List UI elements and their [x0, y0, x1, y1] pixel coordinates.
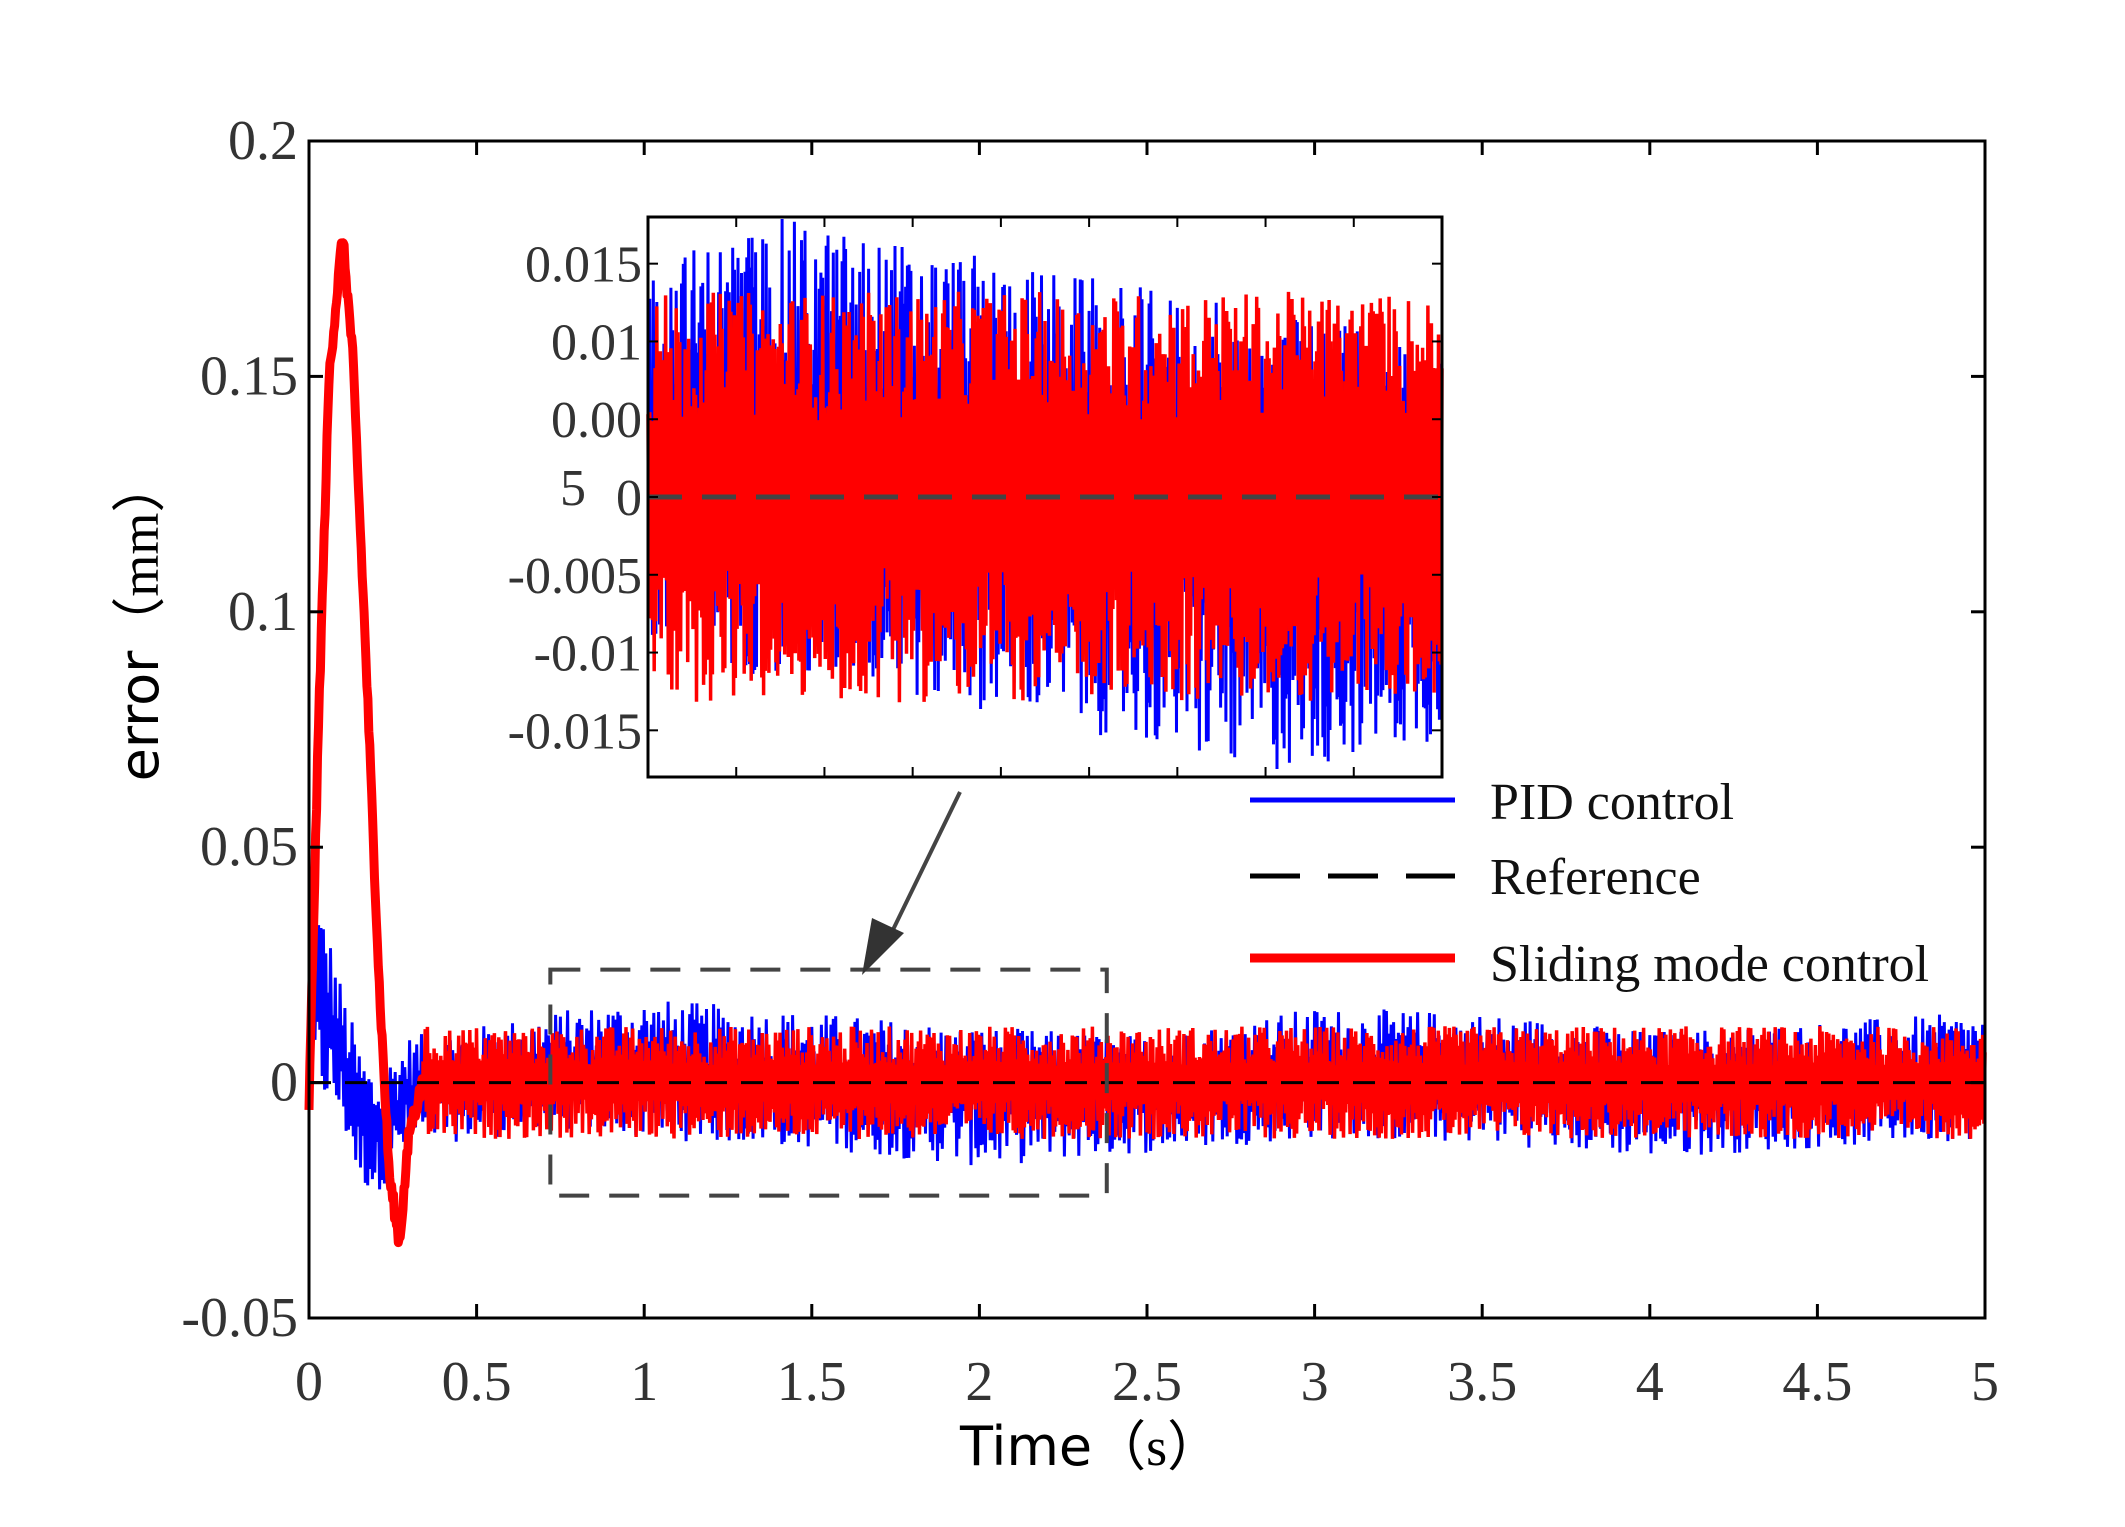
x-tick-label: 2.5 [1112, 1351, 1182, 1413]
inset-y-tick-label: -0.01 [534, 626, 642, 683]
series-line-smc [307, 237, 1987, 1243]
inset-y-tick-label: 0.00 [551, 392, 642, 449]
main-plot: 0 0.5 1 1.5 2 2.5 3 3.5 4 4.5 5 -0.0500.050.10.150… [181, 110, 1999, 1413]
series-line-smc-transient [304, 238, 428, 1248]
x-tick-label: 4 [1636, 1351, 1664, 1413]
x-tick-label: 4.5 [1782, 1351, 1852, 1413]
y-tick-label: -0.05 [181, 1287, 298, 1349]
x-tick-label: 0 [295, 1351, 323, 1413]
x-tick-labels: 0 0.5 1 1.5 2 2.5 3 3.5 4 4.5 5 [295, 1351, 1999, 1413]
x-tick-label: 5 [1971, 1351, 1999, 1413]
y-axis-title-main: error [108, 650, 171, 782]
legend: PID control Reference Sliding mode contr… [1250, 774, 1929, 993]
x-tick-label: 3 [1301, 1351, 1329, 1413]
inset-y-tick-label: 0.015 [525, 237, 642, 294]
x-tick-label: 3.5 [1447, 1351, 1517, 1413]
inset-y-tick-label: 0.01 [551, 314, 642, 371]
x-tick-label: 0.5 [442, 1351, 512, 1413]
inset-y-tick-label: -0.015 [508, 703, 642, 760]
inset-y-tick-labels: -0.015 -0.01 -0.005 0 0.00 0.01 0.015 [508, 237, 642, 761]
legend-label-smc: Sliding mode control [1490, 936, 1929, 993]
zoom-box [548, 967, 1109, 1198]
x-tick-label: 1 [630, 1351, 658, 1413]
legend-label-pid: PID control [1490, 774, 1734, 831]
inset-y-tick-label: -0.005 [508, 548, 642, 605]
y-tick-label: 0.05 [200, 816, 298, 878]
x-axis-title-main: Time [959, 1415, 1092, 1478]
legend-label-reference: Reference [1490, 849, 1701, 906]
inset-plot: -0.015 -0.01 -0.005 0 0.00 0.01 0.015 5 [508, 215, 1444, 779]
x-axis-title: Time（s） [959, 1415, 1221, 1478]
y-tick-label: 0.2 [228, 110, 298, 172]
y-tick-labels: -0.05 0 0.05 0.1 0.15 0.2 [181, 110, 298, 1349]
main-data-layer [304, 237, 1987, 1248]
y-tick-label: 0.15 [200, 345, 298, 407]
y-axis-title: error（mm） [108, 459, 171, 782]
y-tick-label: 0.1 [228, 581, 298, 643]
inset-ticks [648, 217, 1442, 777]
y-tick-label: 0 [270, 1052, 298, 1114]
zoom-arrow-head [862, 918, 904, 975]
x-tick-label: 1.5 [777, 1351, 847, 1413]
inset-overlap-label-5: 5 [560, 460, 586, 517]
inset-series-line-smc [646, 291, 1444, 703]
main-ticks [307, 139, 1987, 1320]
inset-y-tick-label: 0 [616, 470, 642, 527]
x-axis-title-unit: （s） [1092, 1417, 1221, 1477]
inset-data-layer [646, 218, 1444, 770]
y-axis-title-unit: （mm） [110, 459, 170, 651]
x-tick-label: 2 [965, 1351, 993, 1413]
zoom-arrow-line [886, 791, 962, 941]
